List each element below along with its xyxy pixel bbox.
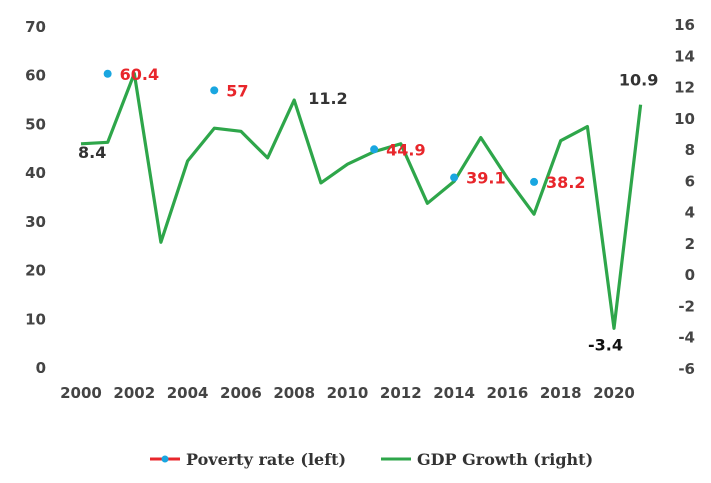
right-tick-label: -6 [678,360,695,378]
right-tick-label: 8 [685,141,695,159]
gdp-data-label: 8.4 [78,143,106,162]
right-tick-label: 12 [674,79,695,97]
poverty-point [370,145,379,154]
poverty-point [210,86,219,95]
left-axis-ticks: 0 10 20 30 40 50 60 70 [25,18,46,377]
right-tick-label: 6 [685,172,695,190]
x-tick-label: 2014 [433,384,475,402]
right-tick-label: 4 [685,204,695,222]
left-tick-label: 40 [25,164,46,182]
poverty-series [103,69,539,186]
x-tick-label: 2002 [113,384,155,402]
gdp-line [80,71,643,330]
left-tick-label: 50 [25,115,46,133]
x-tick-label: 2000 [60,384,102,402]
left-tick-label: 30 [25,213,46,231]
right-tick-label: -4 [678,329,695,347]
right-tick-label: 0 [685,266,695,284]
right-axis-ticks: -6 -4 -2 0 2 4 6 8 10 12 14 16 [674,16,695,378]
legend: Poverty rate (left) GDP Growth (right) [150,450,593,469]
gdp-data-label: -3.4 [588,335,623,354]
left-tick-label: 20 [25,262,46,280]
right-tick-label: 2 [685,235,695,253]
right-tick-label: 10 [674,110,695,128]
right-tick-label: 16 [674,16,695,34]
left-tick-label: 0 [36,359,46,377]
poverty-point [450,173,459,182]
poverty-data-label: 57 [226,81,248,100]
gdp-data-label: 11.2 [308,89,347,108]
legend-item-gdp: GDP Growth (right) [381,450,593,469]
poverty-point [103,69,112,78]
x-tick-label: 2008 [273,384,315,402]
poverty-data-label: 39.1 [466,169,505,188]
x-tick-label: 2004 [167,384,209,402]
legend-poverty-label: Poverty rate (left) [186,450,346,469]
gdp-data-label: 10.9 [619,71,658,90]
data-labels: 60.4 57 44.9 39.1 38.2 8.4 11.2 -3.4 10.9 [78,65,658,355]
x-axis-ticks: 2000 2002 2004 2006 2008 2010 2012 2014 2016 2018… [60,384,635,402]
x-tick-label: 2012 [380,384,422,402]
legend-poverty-marker [161,455,169,463]
legend-gdp-label: GDP Growth (right) [417,450,593,469]
right-tick-label: 14 [674,47,695,65]
left-tick-label: 60 [25,67,46,85]
x-tick-label: 2006 [220,384,262,402]
x-tick-label: 2020 [593,384,635,402]
x-tick-label: 2018 [540,384,582,402]
left-tick-label: 10 [25,310,46,328]
right-tick-label: -2 [678,297,695,315]
legend-item-poverty: Poverty rate (left) [150,450,346,469]
gdp-series [80,71,643,330]
poverty-data-label: 38.2 [546,173,585,192]
poverty-data-label: 60.4 [120,65,159,84]
left-tick-label: 70 [25,18,46,36]
poverty-point [530,177,539,186]
poverty-data-label: 44.9 [386,140,425,159]
x-tick-label: 2016 [487,384,529,402]
x-tick-label: 2010 [327,384,369,402]
